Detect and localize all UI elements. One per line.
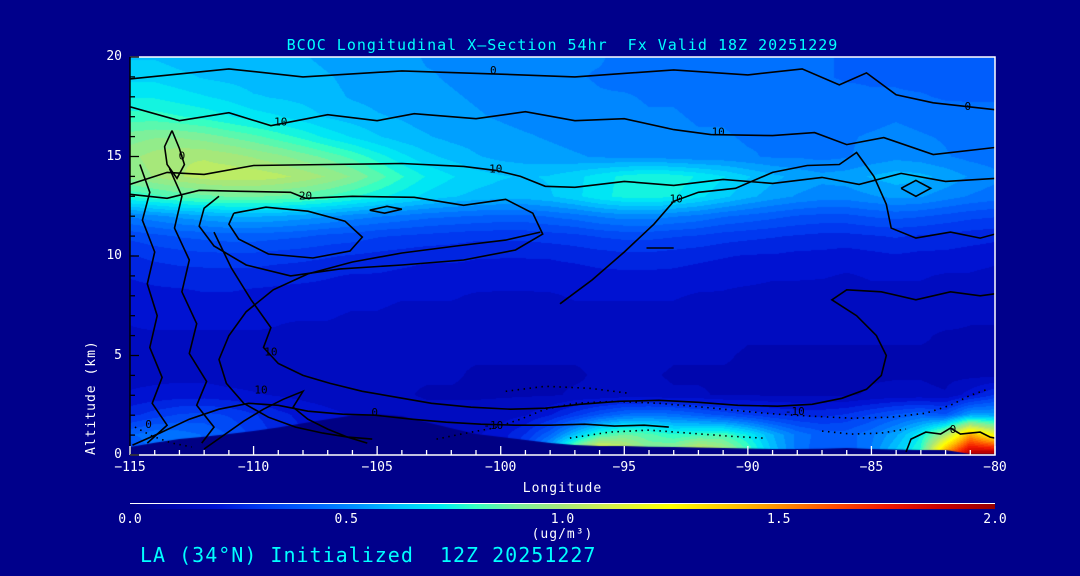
plot-frame (130, 56, 996, 456)
contour-line-level--10 (436, 388, 988, 440)
contour-line-level--10 (569, 429, 763, 439)
x-tick-label: −115 (114, 460, 146, 475)
x-tick-label: −110 (237, 460, 270, 475)
contour-line-level-30 (227, 206, 364, 259)
contour-label: -10 (483, 419, 503, 432)
contour-line-level-0 (163, 130, 186, 180)
contour-line-level-10 (130, 162, 995, 189)
y-tick-label: 0 (114, 447, 122, 462)
contour-line-level-10 (900, 179, 933, 198)
colorbar-tick-label: 0.0 (118, 512, 142, 527)
contour-label: 10 (489, 162, 502, 175)
contour-label: 10 (274, 116, 287, 129)
contour-line-level-20 (130, 189, 544, 277)
contour-label: 0 (145, 418, 152, 431)
y-tick-label: 20 (106, 49, 122, 64)
contour-label: 10 (254, 383, 267, 396)
y-tick-label: 10 (106, 248, 122, 263)
x-tick-label: −95 (612, 460, 637, 475)
contour-label: 0 (950, 423, 957, 436)
contour-label: 10 (264, 346, 277, 359)
contour-label: 10 (712, 126, 725, 139)
colorbar-tick-label: 0.5 (334, 512, 358, 527)
x-tick-label: −80 (983, 460, 1007, 475)
x-tick-label: −100 (485, 460, 517, 475)
contour-label: -10 (785, 405, 805, 418)
contour-label: 0 (965, 100, 972, 113)
contour-lines-group (130, 68, 995, 453)
contour-line-level-10 (168, 168, 216, 444)
contour-line-level-0 (905, 427, 995, 453)
contour-line-level-10 (559, 151, 995, 305)
colorbar-gradient (130, 503, 995, 509)
contour-label: 10 (670, 192, 683, 205)
contour-line-level-20 (218, 231, 541, 440)
x-tick-label: −90 (736, 460, 760, 475)
contour-label: 0 (371, 406, 378, 419)
colorbar-tick-label: 1.5 (767, 512, 791, 527)
contour-label: 0 (179, 150, 186, 163)
colorbar-tick-label: 2.0 (983, 512, 1007, 527)
plot-title: BCOC Longitudinal X—Section 54hr Fx Vali… (286, 36, 839, 54)
contour-line-level--10 (821, 428, 907, 435)
filled-contour-field (130, 57, 995, 455)
contour-line-level-10 (213, 231, 995, 411)
x-axis-label: Longitude (522, 481, 603, 496)
contour-line-level-0 (132, 402, 669, 446)
contour-line-level-0 (139, 164, 169, 444)
x-tick-label: −85 (859, 460, 884, 475)
contour-line-level-10 (369, 205, 403, 215)
contour-label: 20 (299, 189, 312, 202)
contour-line-level--10 (505, 385, 630, 395)
contour-line-level-0 (203, 389, 368, 450)
colorbar-tick-label: 1.0 (550, 512, 575, 527)
init-info-text: LA (34°N) Initialized 12Z 20251227 (140, 543, 597, 567)
contour-line-level-10 (130, 106, 995, 156)
y-tick-label: 5 (114, 347, 122, 363)
y-tick-label: 15 (106, 148, 122, 164)
contour-line-level--10 (134, 426, 192, 448)
colorbar-unit-label: (ug/m³) (531, 527, 594, 542)
x-tick-label: −105 (361, 460, 393, 475)
contour-label: 0 (490, 64, 497, 77)
contour-line-level-0 (130, 68, 995, 111)
